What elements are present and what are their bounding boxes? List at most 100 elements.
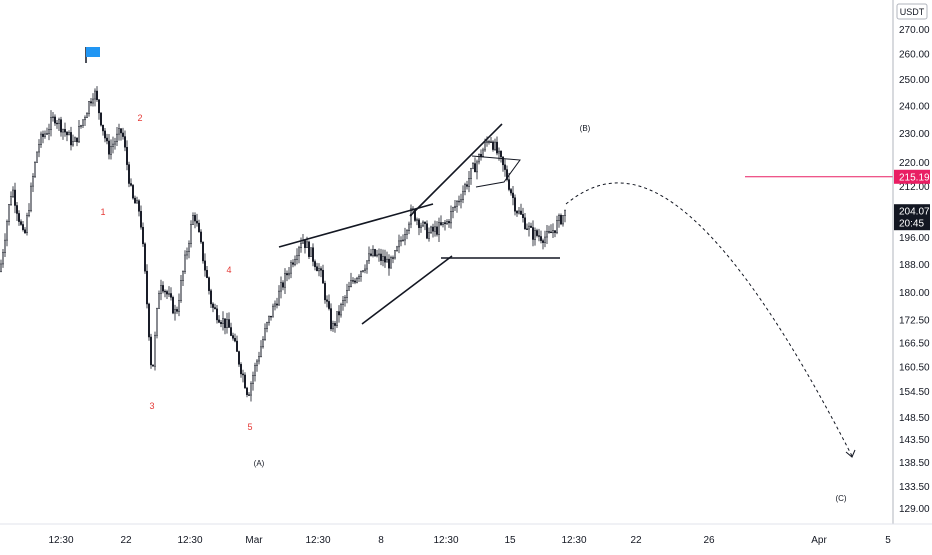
candle bbox=[70, 126, 72, 151]
candle bbox=[440, 215, 442, 227]
candle-body bbox=[482, 149, 484, 157]
candle-body bbox=[316, 266, 318, 272]
candle bbox=[416, 217, 418, 226]
candle bbox=[32, 173, 34, 193]
candles-layer bbox=[0, 86, 566, 402]
candle bbox=[4, 233, 6, 258]
candle-body bbox=[546, 231, 548, 238]
currency-badge[interactable]: USDT bbox=[896, 3, 928, 20]
candle-body bbox=[346, 290, 348, 298]
candle bbox=[300, 237, 302, 253]
candle-body bbox=[24, 229, 26, 234]
candle-body bbox=[424, 221, 426, 224]
candle bbox=[272, 303, 274, 318]
candle-body bbox=[200, 231, 202, 243]
candle-body bbox=[80, 125, 82, 127]
candle bbox=[324, 280, 326, 304]
candle-body bbox=[380, 253, 382, 261]
candle bbox=[454, 200, 456, 212]
candle bbox=[522, 207, 524, 223]
flag-icon bbox=[85, 47, 100, 63]
candle bbox=[110, 139, 112, 160]
candle bbox=[534, 227, 536, 246]
wave-label-wA: (A) bbox=[254, 459, 265, 468]
candle bbox=[464, 182, 466, 196]
candle-body bbox=[370, 253, 372, 256]
candle-body bbox=[378, 253, 380, 256]
candle-body bbox=[62, 129, 64, 133]
price-tick-label: 154.50 bbox=[899, 387, 930, 398]
candle bbox=[152, 364, 154, 367]
candle-body bbox=[84, 117, 86, 121]
candle-body bbox=[396, 246, 398, 252]
trendline-lower bbox=[361, 255, 453, 325]
candle-body bbox=[124, 136, 126, 148]
candle-body bbox=[2, 252, 4, 265]
candle bbox=[244, 372, 246, 389]
candle bbox=[268, 315, 270, 326]
candle bbox=[424, 221, 426, 231]
candle bbox=[410, 204, 412, 229]
candle bbox=[46, 127, 48, 135]
candle-body bbox=[336, 311, 338, 326]
candle bbox=[262, 336, 264, 349]
candle-body bbox=[48, 129, 50, 134]
candle bbox=[140, 205, 142, 230]
candle bbox=[374, 248, 376, 257]
candle bbox=[250, 381, 252, 402]
candle-body bbox=[58, 119, 60, 124]
candle bbox=[28, 203, 30, 218]
triangle-pattern bbox=[471, 155, 521, 188]
candle-body bbox=[518, 210, 520, 214]
candle-body bbox=[108, 140, 110, 155]
candle-body bbox=[350, 280, 352, 287]
candle-body bbox=[458, 200, 460, 203]
candle-body bbox=[502, 156, 504, 166]
candle-body bbox=[492, 141, 494, 150]
candle-body bbox=[560, 215, 562, 225]
candle bbox=[530, 222, 532, 229]
candle-body bbox=[402, 239, 404, 242]
candle-body bbox=[268, 315, 270, 323]
candle-body bbox=[172, 297, 174, 314]
candle bbox=[520, 203, 522, 216]
candle bbox=[346, 283, 348, 304]
candle bbox=[320, 266, 322, 278]
candle bbox=[202, 241, 204, 264]
candle-body bbox=[168, 293, 170, 295]
candle bbox=[350, 272, 352, 288]
candle-body bbox=[6, 221, 8, 241]
candle bbox=[190, 220, 192, 248]
price-tick-label: 230.00 bbox=[899, 129, 930, 140]
candle-body bbox=[26, 215, 28, 234]
candle-body bbox=[478, 153, 480, 163]
candle bbox=[384, 249, 386, 268]
candle-body bbox=[322, 269, 324, 284]
wave-label-w4: 4 bbox=[226, 265, 231, 275]
candle-body bbox=[100, 112, 102, 126]
candle bbox=[290, 260, 292, 279]
candle bbox=[164, 289, 166, 298]
candle bbox=[536, 228, 538, 238]
candle bbox=[178, 293, 180, 317]
price-tick-label: 133.50 bbox=[899, 482, 930, 493]
candle-body bbox=[106, 137, 108, 142]
candle bbox=[90, 97, 92, 107]
candle-body bbox=[180, 280, 182, 301]
candle-body bbox=[188, 243, 190, 253]
time-tick-label: 5 bbox=[885, 535, 891, 546]
candle bbox=[462, 185, 464, 204]
candle-body bbox=[240, 364, 242, 375]
candle-body bbox=[158, 293, 160, 309]
candle bbox=[122, 127, 124, 140]
price-axis[interactable]: 270.00 260.00 250.00 240.00 230.00 220.00 212.… bbox=[899, 25, 930, 515]
candle bbox=[494, 138, 496, 151]
candle-body bbox=[280, 282, 282, 292]
candle bbox=[236, 335, 238, 352]
candle bbox=[114, 137, 116, 150]
time-axis[interactable]: 12:30 22 12:30 Mar 12:30 8 12:30 15 12:30 22 26 Apr… bbox=[48, 535, 891, 546]
wave-label-w1: 1 bbox=[100, 207, 105, 217]
